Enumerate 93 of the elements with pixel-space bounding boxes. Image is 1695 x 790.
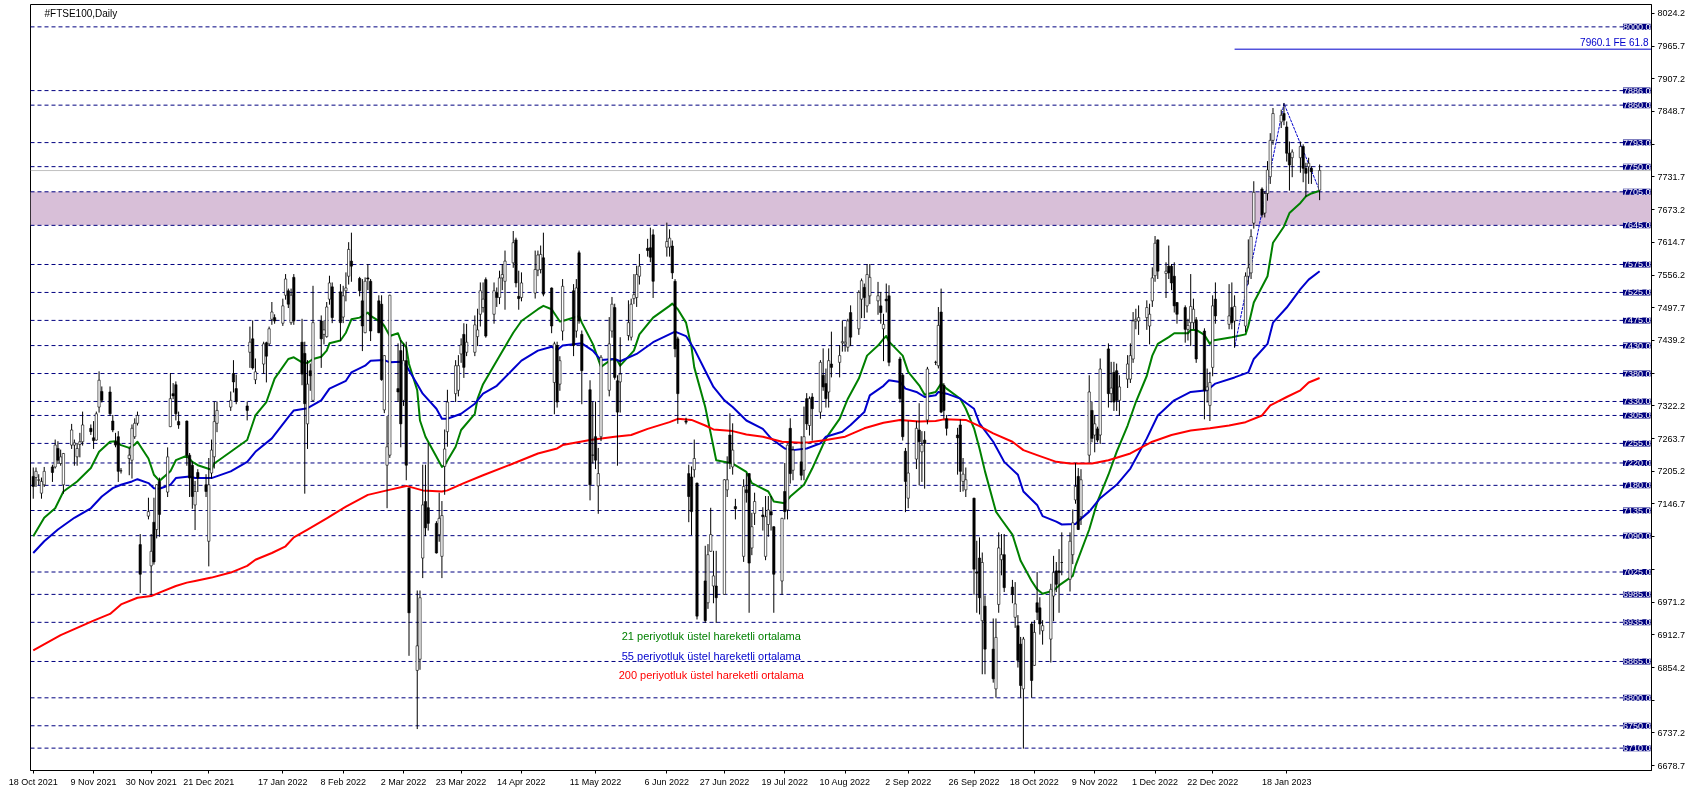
ref-line-label: 7705.0 <box>1622 186 1651 197</box>
y-tick-label: 7146.7 <box>1657 498 1686 509</box>
y-tick-label: 7848.7 <box>1657 106 1686 117</box>
line-series <box>32 270 1321 554</box>
ref-line-label: 7886.0 <box>1622 85 1651 96</box>
candlestick <box>1148 303 1152 345</box>
ref-line-label: 7025.0 <box>1622 567 1651 578</box>
candlestick <box>840 320 844 352</box>
candlestick <box>1318 164 1322 201</box>
ref-line-label: 7380.0 <box>1622 368 1651 379</box>
ref-line-label: 7305.0 <box>1622 410 1651 421</box>
candlestick <box>882 313 885 362</box>
x-tick-label: 9 Nov 2021 <box>70 776 117 787</box>
ref-line-label: 7793.0 <box>1622 137 1651 148</box>
ref-line-label: 7330.0 <box>1622 396 1651 407</box>
ref-line-label: 7860.0 <box>1622 100 1651 111</box>
y-tick-label: 6737.2 <box>1657 727 1686 738</box>
candlestick <box>1137 305 1141 335</box>
annotation: 7960.1 FE 61.8 <box>1580 37 1649 49</box>
x-tick-label: 14 Apr 2022 <box>496 776 546 787</box>
candlestick <box>492 282 496 324</box>
y-tick-label: 7965.7 <box>1657 41 1686 52</box>
x-tick-label: 11 May 2022 <box>569 776 622 787</box>
candlestick <box>684 417 688 425</box>
ref-line-label: 7220.0 <box>1622 457 1651 468</box>
x-tick-label: 26 Sep 2022 <box>948 776 1000 787</box>
x-tick-label: 2 Sep 2022 <box>885 776 932 787</box>
ref-line-label: 6710.0 <box>1622 743 1651 754</box>
x-tick-label: 27 Jun 2022 <box>699 776 750 787</box>
x-tick-label: 18 Jan 2023 <box>1261 776 1312 787</box>
y-tick-label: 6971.2 <box>1657 597 1686 608</box>
x-tick-label: 19 Jul 2022 <box>761 776 809 787</box>
ref-line-label: 8000.0 <box>1622 21 1651 32</box>
ref-line-label: 7180.0 <box>1622 480 1651 491</box>
y-tick-label: 7907.2 <box>1657 73 1686 84</box>
line-series <box>32 376 1321 652</box>
text: 55 periyotluk üstel hareketli ortalama <box>621 649 802 662</box>
y-tick-label: 6912.7 <box>1657 629 1686 640</box>
ref-line-label: 6750.0 <box>1622 720 1651 731</box>
y-tick-label: 7205.2 <box>1657 466 1686 477</box>
y-tick-label: 7439.2 <box>1657 335 1686 346</box>
x-tick-label: 18 Oct 2021 <box>8 776 58 787</box>
x-tick-label: 2 Mar 2022 <box>380 776 427 787</box>
ref-line-label: 7575.0 <box>1622 259 1651 270</box>
ref-line-label: 7525.0 <box>1622 287 1651 298</box>
ref-line-label: 6865.0 <box>1622 656 1651 667</box>
candlestick <box>349 232 353 282</box>
x-tick-label: 23 Mar 2022 <box>435 776 487 787</box>
ref-line-label: 7090.0 <box>1622 530 1651 541</box>
candlestick <box>665 222 669 257</box>
candlestick <box>1183 305 1187 343</box>
y-tick-label: 7322.2 <box>1657 400 1686 411</box>
ref-line-label: 6985.0 <box>1622 589 1651 600</box>
ref-line-label: 7475.0 <box>1622 315 1651 326</box>
text: 21 periyotluk üstel hareketli ortalama <box>621 630 802 643</box>
candlestick <box>923 431 927 489</box>
candlestick <box>714 550 718 623</box>
x-tick-label: 9 Nov 2022 <box>1071 776 1118 787</box>
chart-title: #FTSE100,Daily <box>44 7 118 19</box>
x-tick-label: 18 Oct 2022 <box>1009 776 1059 787</box>
x-tick-label: 6 Jun 2022 <box>644 776 690 787</box>
y-tick-label: 7263.7 <box>1657 433 1686 444</box>
candlestick <box>838 345 842 378</box>
y-tick-label: 6854.2 <box>1657 662 1686 673</box>
x-tick-label: 1 Dec 2022 <box>1132 776 1179 787</box>
candlestick <box>281 298 285 326</box>
candlestick <box>319 315 323 368</box>
x-tick-label: 30 Nov 2021 <box>125 776 177 787</box>
y-tick-label: 8024.2 <box>1657 8 1686 19</box>
ref-line-label: 6800.0 <box>1622 692 1651 703</box>
text: 200 periyotluk üstel hareketli ortalama <box>618 669 805 682</box>
ref-line-label: 7645.0 <box>1622 220 1651 231</box>
x-tick-label: 10 Aug 2022 <box>819 776 871 787</box>
y-tick-label: 7497.7 <box>1657 302 1686 313</box>
candlestick <box>146 497 150 520</box>
ref-line-label: 7750.0 <box>1622 161 1651 172</box>
x-tick-label: 17 Jan 2022 <box>258 776 308 787</box>
candlestick <box>1227 284 1231 330</box>
x-tick-label: 8 Feb 2022 <box>320 776 366 787</box>
y-tick-label: 6678.7 <box>1657 760 1686 771</box>
y-tick-label: 7614.7 <box>1657 237 1686 248</box>
x-tick-label: 22 Dec 2022 <box>1187 776 1239 787</box>
ref-line-label: 7255.0 <box>1622 438 1651 449</box>
candlestick <box>733 498 737 520</box>
ref-line-label: 6935.0 <box>1622 617 1651 628</box>
y-tick-label: 7731.7 <box>1657 171 1686 182</box>
ref-line-label: 7430.0 <box>1622 340 1651 351</box>
candlestick <box>533 250 537 299</box>
y-tick-label: 7673.2 <box>1657 204 1686 215</box>
y-tick-label: 7556.2 <box>1657 270 1686 280</box>
ref-line-label: 7135.0 <box>1622 505 1651 516</box>
x-tick-label: 21 Dec 2021 <box>183 776 235 787</box>
candlestick <box>503 250 507 310</box>
